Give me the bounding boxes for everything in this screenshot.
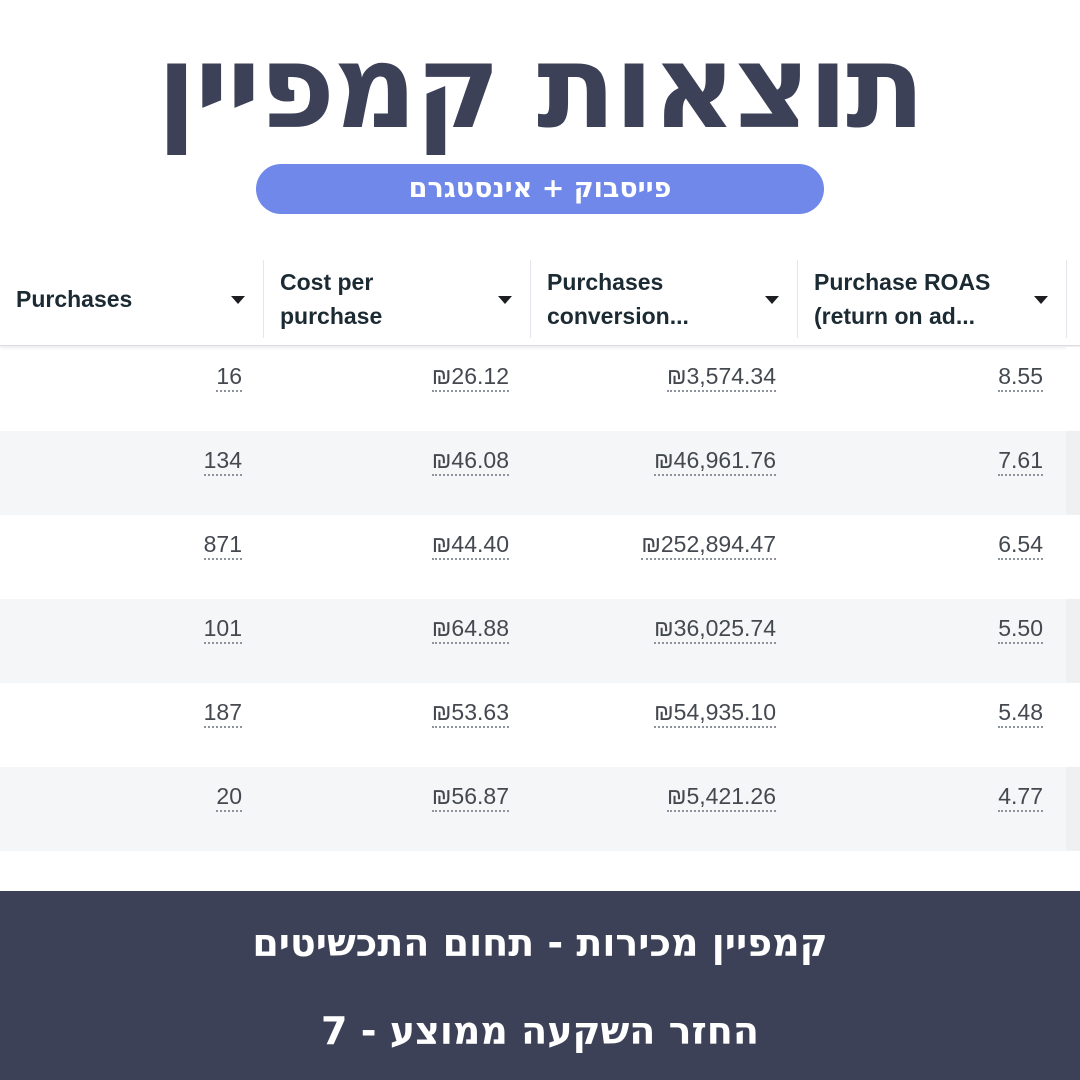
column-header-label: Purchases	[16, 285, 133, 312]
footer-campaign-type: קמפיין מכירות - תחום התכשיטים	[252, 921, 828, 965]
table-edge	[1066, 683, 1080, 767]
table-edge	[1066, 515, 1080, 599]
table-edge	[1066, 347, 1080, 431]
footer-average-roas: החזר השקעה ממוצע - 7	[321, 1009, 759, 1053]
table-header: Purchases Cost per purchase Purchases co…	[0, 252, 1080, 346]
purchases-cell[interactable]: 16	[0, 359, 242, 393]
column-header-purchases[interactable]: Purchases	[0, 252, 263, 345]
sort-arrow-icon[interactable]	[498, 296, 512, 304]
results-table: Purchases Cost per purchase Purchases co…	[0, 252, 1080, 851]
column-divider[interactable]	[263, 260, 264, 338]
column-divider[interactable]	[797, 260, 798, 338]
table-edge	[1066, 767, 1080, 851]
roas-cell[interactable]: 5.48	[798, 695, 1043, 729]
roas-cell[interactable]: 8.55	[798, 359, 1043, 393]
column-header-label: Cost per	[280, 268, 374, 295]
column-header-label: Purchases	[547, 268, 664, 295]
roas-cell[interactable]: 7.61	[798, 443, 1043, 477]
cost-per-purchase-cell[interactable]: ₪53.63	[264, 695, 509, 729]
column-header-label: conversion...	[547, 302, 689, 329]
cost-per-purchase-cell[interactable]: ₪46.08	[264, 443, 509, 477]
cost-per-purchase-cell[interactable]: ₪44.40	[264, 527, 509, 561]
table-edge	[1066, 431, 1080, 515]
table-row[interactable]: 20 ₪56.87 ₪5,421.26 4.77	[0, 767, 1080, 851]
conversion-value-cell[interactable]: ₪252,894.47	[531, 527, 776, 561]
cost-per-purchase-cell[interactable]: ₪26.12	[264, 359, 509, 393]
purchases-cell[interactable]: 101	[0, 611, 242, 645]
table-edge	[1066, 599, 1080, 683]
footer-banner: קמפיין מכירות - תחום התכשיטים החזר השקעה…	[0, 891, 1080, 1080]
column-divider[interactable]	[1066, 260, 1067, 338]
roas-cell[interactable]: 5.50	[798, 611, 1043, 645]
roas-cell[interactable]: 6.54	[798, 527, 1043, 561]
conversion-value-cell[interactable]: ₪5,421.26	[531, 779, 776, 813]
sort-arrow-icon[interactable]	[765, 296, 779, 304]
column-header-label: Purchase ROAS	[814, 268, 991, 295]
cost-per-purchase-cell[interactable]: ₪56.87	[264, 779, 509, 813]
column-header-purchase-roas[interactable]: Purchase ROAS (return on ad...	[798, 252, 1066, 345]
conversion-value-cell[interactable]: ₪3,574.34	[531, 359, 776, 393]
purchases-cell[interactable]: 187	[0, 695, 242, 729]
cost-per-purchase-cell[interactable]: ₪64.88	[264, 611, 509, 645]
page-title: תוצאות קמפיין	[156, 20, 925, 155]
purchases-cell[interactable]: 20	[0, 779, 242, 813]
table-row[interactable]: 871 ₪44.40 ₪252,894.47 6.54	[0, 515, 1080, 599]
column-header-cost-per-purchase[interactable]: Cost per purchase	[264, 252, 530, 345]
table-row[interactable]: 101 ₪64.88 ₪36,025.74 5.50	[0, 599, 1080, 683]
column-divider[interactable]	[530, 260, 531, 338]
sort-arrow-icon[interactable]	[1034, 296, 1048, 304]
conversion-value-cell[interactable]: ₪54,935.10	[531, 695, 776, 729]
roas-cell[interactable]: 4.77	[798, 779, 1043, 813]
table-row[interactable]: 134 ₪46.08 ₪46,961.76 7.61	[0, 431, 1080, 515]
purchases-cell[interactable]: 134	[0, 443, 242, 477]
table-row[interactable]: 187 ₪53.63 ₪54,935.10 5.48	[0, 683, 1080, 767]
platform-badge: פייסבוק + אינסטגרם	[256, 164, 824, 214]
table-row[interactable]: 16 ₪26.12 ₪3,574.34 8.55	[0, 347, 1080, 431]
column-header-label: purchase	[280, 302, 383, 329]
column-header-label: (return on ad...	[814, 302, 975, 329]
sort-arrow-icon[interactable]	[231, 296, 245, 304]
column-header-purchases-conversion[interactable]: Purchases conversion...	[531, 252, 797, 345]
purchases-cell[interactable]: 871	[0, 527, 242, 561]
table-body: 16 ₪26.12 ₪3,574.34 8.55 134 ₪46.08 ₪46,…	[0, 347, 1080, 851]
conversion-value-cell[interactable]: ₪46,961.76	[531, 443, 776, 477]
conversion-value-cell[interactable]: ₪36,025.74	[531, 611, 776, 645]
